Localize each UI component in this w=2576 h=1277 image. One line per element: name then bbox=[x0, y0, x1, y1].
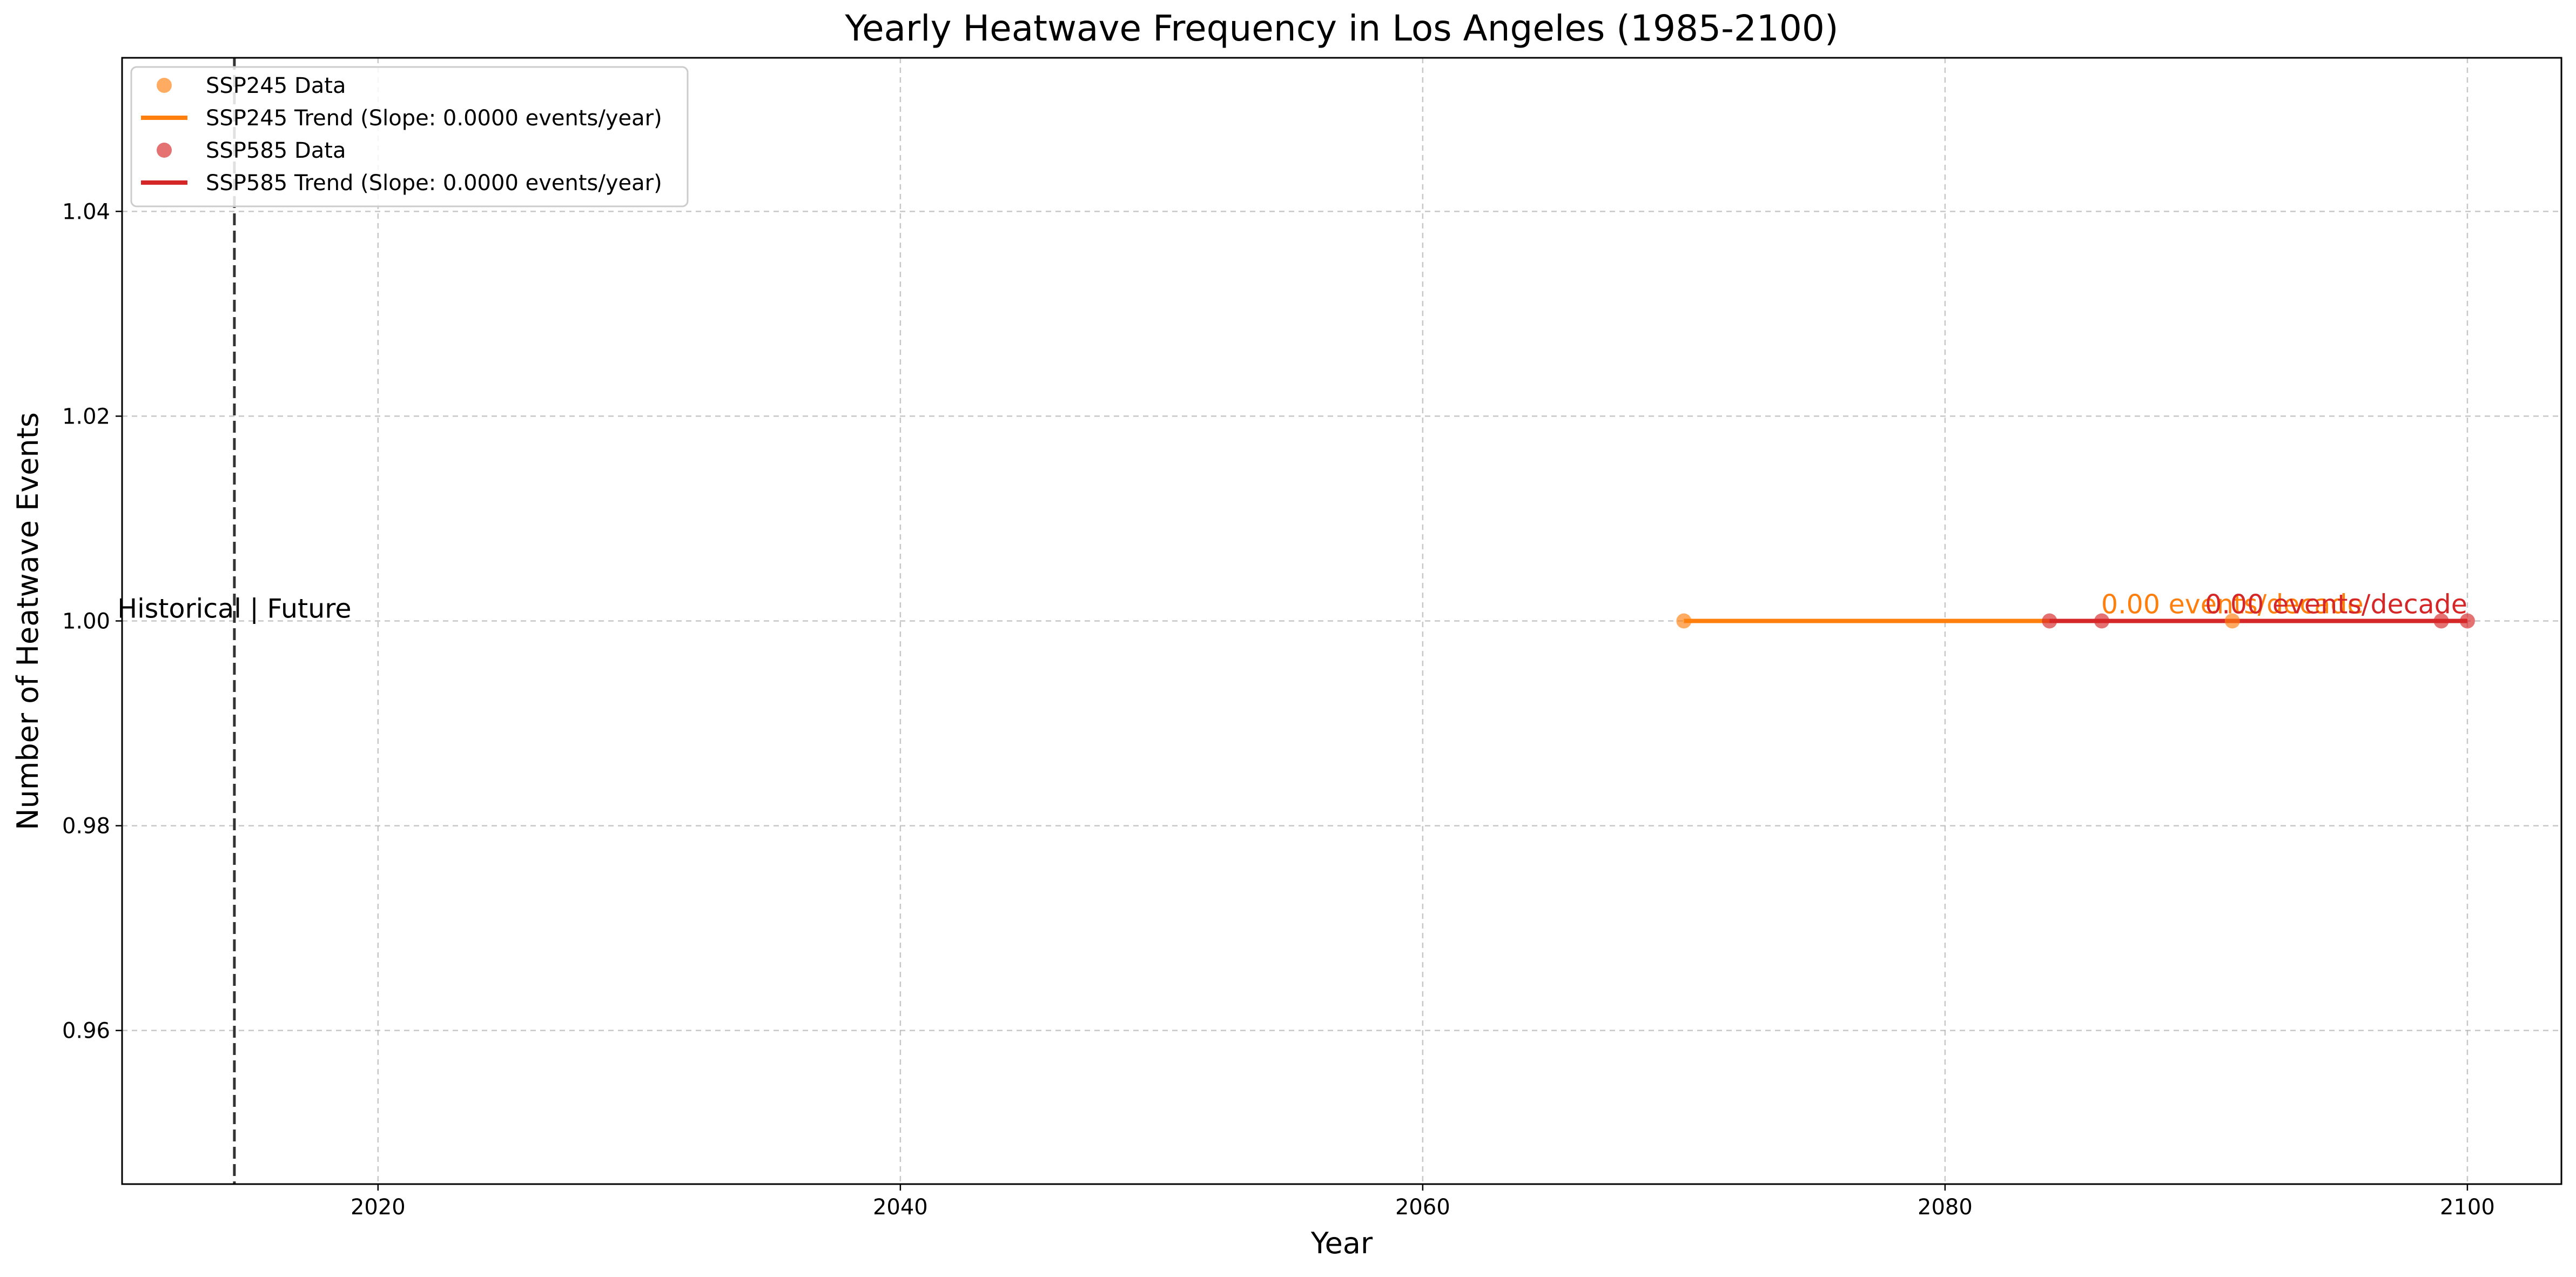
x-tick-label: 2100 bbox=[2440, 1195, 2495, 1220]
data-point bbox=[2094, 613, 2110, 629]
data-point bbox=[1676, 613, 1692, 629]
series bbox=[1676, 613, 2475, 629]
x-axis-label: Year bbox=[1310, 1226, 1373, 1260]
legend-label: SSP245 Data bbox=[206, 73, 346, 98]
x-tick-label: 2040 bbox=[873, 1195, 928, 1220]
legend-box bbox=[130, 66, 689, 207]
y-axis-label: Number of Heatwave Events bbox=[11, 412, 45, 830]
y-tick-label: 1.00 bbox=[62, 609, 110, 634]
chart-title: Yearly Heatwave Frequency in Los Angeles… bbox=[844, 8, 1838, 49]
data-point bbox=[2224, 613, 2240, 629]
y-tick-label: 0.98 bbox=[62, 814, 110, 839]
data-point bbox=[2459, 613, 2475, 629]
divider: Historical | Future bbox=[117, 58, 352, 1184]
legend-label: SSP245 Trend (Slope: 0.0000 events/year) bbox=[206, 106, 662, 131]
legend-marker bbox=[157, 143, 172, 158]
historical-future-label: Historical | Future bbox=[117, 594, 351, 624]
ticks: 2020 2040 2060 2080 2100 0.96 0.98 1.00 1.02 1.04 bbox=[62, 199, 2495, 1220]
slope-annotation: 0.00 events/decade bbox=[2101, 589, 2364, 620]
data-point bbox=[2042, 613, 2057, 629]
slope-annotation: 0.00 events/decade bbox=[2205, 589, 2467, 620]
grid bbox=[122, 58, 2561, 1184]
legend: SSP245 Data SSP245 Trend (Slope: 0.0000 e… bbox=[130, 66, 689, 207]
legend-marker bbox=[157, 78, 172, 93]
data-point bbox=[2433, 613, 2449, 629]
y-tick-label: 1.02 bbox=[62, 404, 110, 429]
x-tick-label: 2080 bbox=[1918, 1195, 1973, 1220]
legend-label: SSP585 Data bbox=[206, 138, 346, 163]
y-tick-label: 0.96 bbox=[62, 1019, 110, 1044]
legend-label: SSP585 Trend (Slope: 0.0000 events/year) bbox=[206, 171, 662, 196]
x-tick-label: 2060 bbox=[1395, 1195, 1450, 1220]
x-tick-label: 2020 bbox=[351, 1195, 406, 1220]
y-tick-label: 1.04 bbox=[62, 199, 110, 224]
